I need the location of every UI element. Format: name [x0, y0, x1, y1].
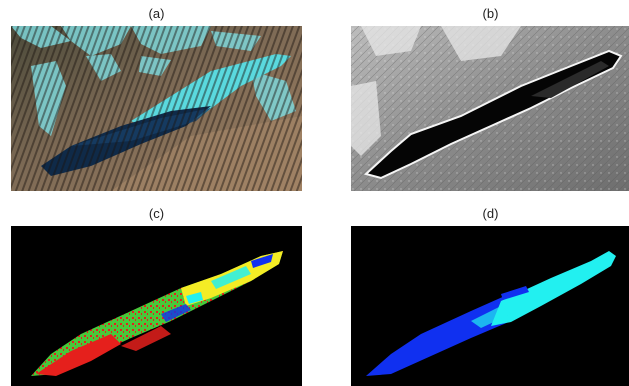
panel-c-label: (c)	[148, 206, 165, 221]
panel-b: (b)	[351, 6, 629, 192]
panel-a: (a)	[11, 6, 302, 192]
panel-d-label: (d)	[482, 206, 499, 221]
panel-b-image	[351, 26, 629, 191]
panel-a-image	[11, 26, 302, 191]
panel-b-label: (b)	[482, 6, 499, 21]
panel-d-image	[351, 226, 629, 386]
lake-outline	[363, 49, 623, 180]
panel-c: (c)	[11, 206, 302, 386]
panel-c-image	[11, 226, 302, 386]
panel-a-label: (a)	[148, 6, 165, 21]
panel-d: (d)	[351, 206, 629, 386]
